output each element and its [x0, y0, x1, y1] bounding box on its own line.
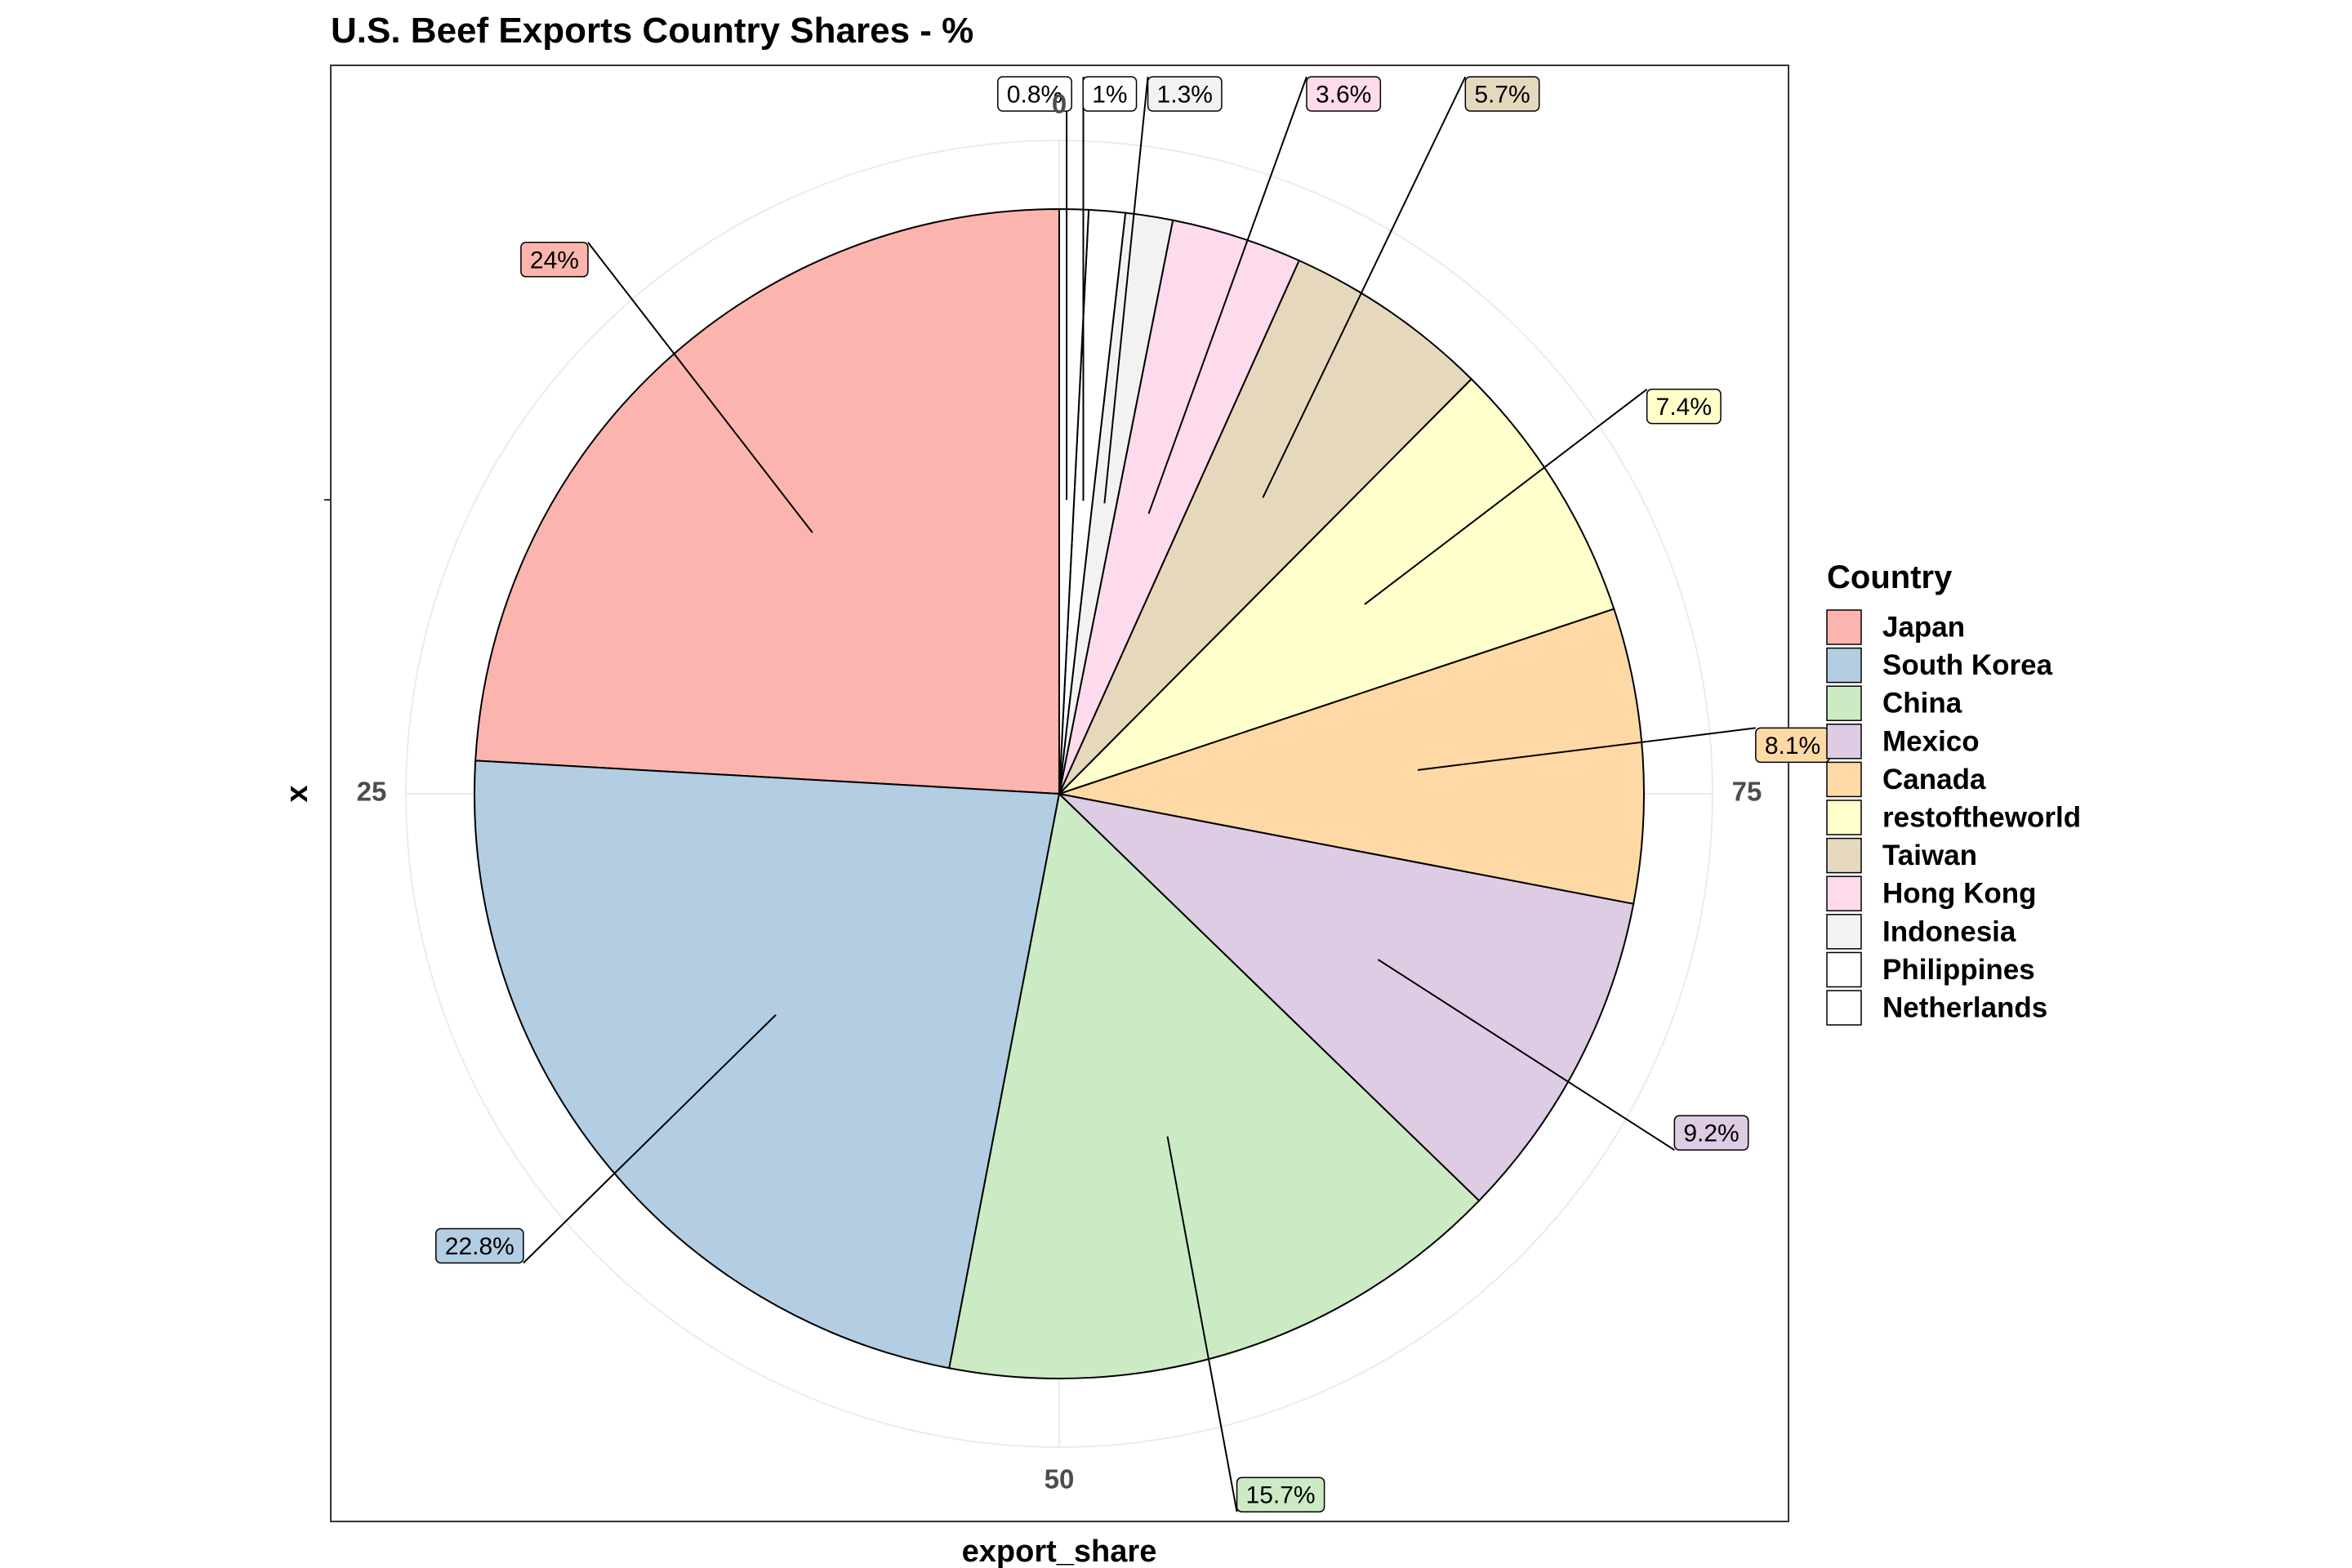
y-axis-title: x	[280, 785, 314, 802]
leader-line	[1377, 959, 1675, 1151]
pie-slice	[1058, 259, 1473, 795]
theta-tick-label: 25	[357, 777, 387, 807]
leader-line	[1364, 388, 1648, 605]
legend-label: China	[1882, 688, 1962, 719]
data-label: 15.7%	[1236, 1477, 1325, 1512]
chart-title: U.S. Beef Exports Country Shares - %	[331, 11, 973, 51]
legend-key	[1826, 914, 1862, 950]
legend-label: South Korea	[1882, 649, 2053, 681]
legend-title: Country	[1827, 559, 1953, 595]
pie-slice	[474, 760, 1061, 1370]
legend-key	[1826, 647, 1862, 684]
pie-slice	[1056, 792, 1635, 1202]
svg-text:22.8%: 22.8%	[445, 1233, 514, 1260]
legend-key	[1826, 761, 1862, 798]
svg-text:3.6%: 3.6%	[1316, 82, 1371, 109]
pie-slice	[948, 791, 1481, 1379]
svg-text:1%: 1%	[1092, 82, 1127, 109]
slice-layer	[474, 207, 1645, 1379]
data-label: 0.8%	[997, 76, 1072, 112]
svg-text:8.1%: 8.1%	[1765, 733, 1820, 760]
leader-layer	[523, 76, 1756, 1512]
legend-key	[1826, 685, 1862, 721]
legend-label: restoftheworld	[1882, 802, 2081, 834]
legend-label: Netherlands	[1882, 992, 2047, 1024]
legend-label: Japan	[1882, 612, 1965, 644]
data-label: 1%	[1082, 76, 1138, 112]
x-axis-title: export_share	[962, 1535, 1157, 1568]
legend: Country Japan South Korea China Mexico Canad…	[1826, 559, 2081, 1026]
legend-label: Taiwan	[1882, 840, 1977, 871]
legend-key	[1826, 875, 1862, 911]
legend-key	[1826, 951, 1862, 988]
svg-text:24%: 24%	[530, 247, 579, 274]
leader-line	[1262, 76, 1467, 498]
legend-label: Canada	[1882, 764, 1986, 795]
data-label: 8.1%	[1755, 727, 1830, 764]
legend-key	[1826, 724, 1862, 760]
legend-label: Philippines	[1882, 954, 2035, 986]
data-label: 22.8%	[435, 1227, 524, 1264]
pie-slice	[1056, 608, 1645, 905]
data-label: 1.3%	[1147, 76, 1223, 112]
data-label: 24%	[520, 242, 589, 278]
legend-key	[1826, 990, 1862, 1026]
pie-slice	[1058, 377, 1615, 795]
svg-text:9.2%: 9.2%	[1683, 1120, 1739, 1147]
legend-key	[1826, 609, 1862, 645]
leader-line	[587, 242, 813, 533]
plot-panel-border	[330, 65, 1789, 1522]
data-label: 7.4%	[1646, 388, 1722, 425]
legend-label: Indonesia	[1882, 915, 2016, 947]
leader-line	[1103, 76, 1149, 504]
leader-line	[1147, 76, 1307, 514]
leader-line	[523, 1013, 777, 1264]
legend-label: Hong Kong	[1882, 878, 2037, 910]
tick-layer: 0 25 50 75	[357, 89, 1762, 1494]
leader-line	[1417, 727, 1756, 771]
legend-key	[1826, 837, 1862, 874]
theta-tick-label: 0	[1052, 89, 1067, 119]
pie-slice	[474, 207, 1060, 795]
svg-text:0.8%: 0.8%	[1007, 82, 1062, 109]
legend-label: Mexico	[1882, 725, 1980, 757]
leader-line	[1166, 1136, 1238, 1512]
theta-tick-label: 50	[1045, 1464, 1075, 1494]
theta-tick-label: 75	[1732, 777, 1762, 807]
data-label: 3.6%	[1306, 76, 1382, 112]
data-label: 9.2%	[1673, 1115, 1749, 1151]
svg-text:7.4%: 7.4%	[1656, 394, 1712, 421]
svg-text:5.7%: 5.7%	[1474, 82, 1530, 109]
data-label: 5.7%	[1464, 76, 1540, 112]
legend-key	[1826, 800, 1862, 835]
svg-text:1.3%: 1.3%	[1157, 82, 1213, 109]
svg-text:15.7%: 15.7%	[1246, 1482, 1316, 1509]
